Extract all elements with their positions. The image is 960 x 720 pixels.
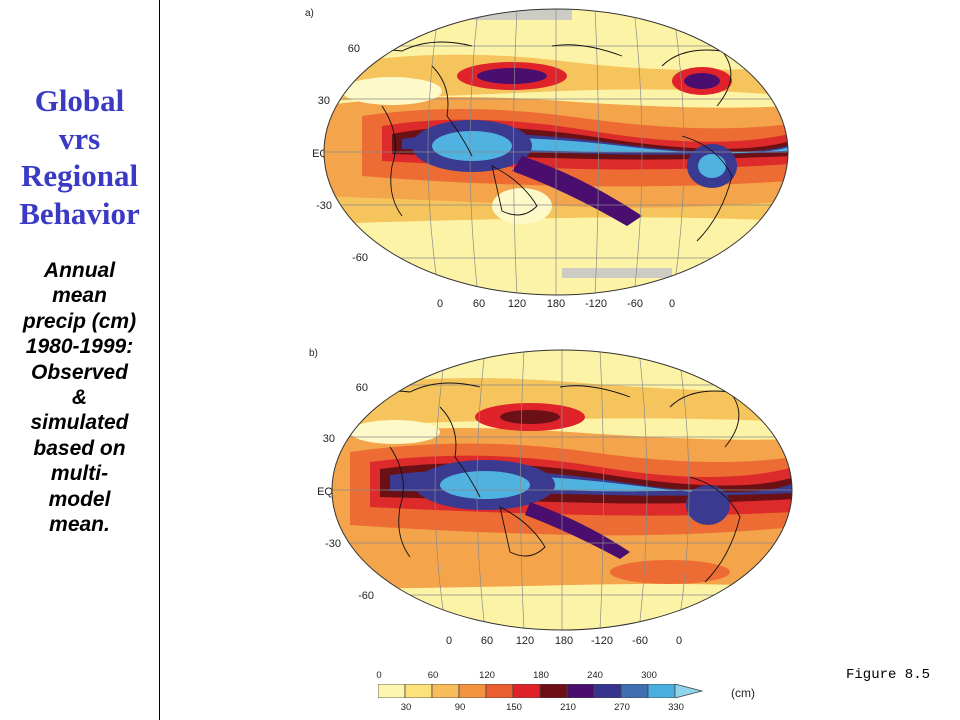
lat-label-minus30: -30 (325, 538, 341, 550)
colorbar-segment (431, 684, 460, 698)
colorbar-segment (378, 684, 406, 698)
colorbar (378, 684, 704, 698)
colorbar-tick: 90 (454, 702, 466, 713)
colorbar-tick: 30 (400, 702, 412, 713)
lon-label-0-end: 0 (675, 635, 683, 647)
lon-label-180: 180 (554, 635, 574, 647)
description-line: Observed (31, 360, 128, 384)
lon-label-minus60: -60 (632, 635, 648, 647)
lon-label-60: 60 (480, 635, 494, 647)
colorbar-segment (512, 684, 541, 698)
colorbar-segment (620, 684, 649, 698)
lat-label-minus30: -30 (316, 200, 332, 212)
colorbar-segment (539, 684, 568, 698)
colorbar-tick: 180 (533, 670, 549, 681)
lon-label-120: 120 (515, 635, 535, 647)
colorbar-unit: (cm) (731, 686, 755, 700)
lat-label-30: 30 (317, 95, 330, 107)
description-line: & (71, 386, 88, 410)
lon-label-60: 60 (472, 298, 486, 310)
lat-label-minus60: -60 (358, 590, 374, 602)
colorbar-segment (566, 684, 595, 698)
lon-label-minus120: -120 (584, 298, 608, 310)
colorbar-segment (404, 684, 433, 698)
colorbar-tick: 120 (479, 670, 495, 681)
lon-label-0-end: 0 (668, 298, 676, 310)
description-line: mean (52, 284, 107, 308)
description-line: multi- (50, 462, 109, 486)
lon-label-minus120: -120 (590, 635, 614, 647)
title-line: Regional (20, 158, 139, 193)
colorbar-segment (647, 684, 676, 698)
colorbar-tick: 150 (506, 702, 522, 713)
title-line: vrs (58, 120, 101, 156)
sidebar: Global vrs Regional Behavior Annual mean… (0, 0, 160, 720)
lat-label-60: 60 (347, 43, 360, 55)
colorbar-tick: 60 (427, 670, 439, 681)
lon-label-120: 120 (507, 298, 527, 310)
colorbar-segment (458, 684, 487, 698)
description-line: based on (33, 436, 126, 460)
slide-description: Annual mean precip (cm) 1980-1999: Obser… (0, 258, 159, 537)
colorbar-tick: 210 (560, 702, 576, 713)
description-line: precip (cm) (22, 309, 137, 333)
colorbar-segment (593, 684, 622, 698)
description-line: Annual (43, 259, 116, 282)
slide-title: Global vrs Regional Behavior (0, 82, 159, 232)
lon-label-180: 180 (546, 298, 566, 310)
colorbar-tick: 0 (376, 670, 382, 681)
colorbar-tick: 270 (614, 702, 630, 713)
lon-label-minus60: -60 (627, 298, 643, 310)
panel-b-label: b) (309, 348, 318, 359)
figure-label: Figure 8.5 (846, 667, 931, 683)
description-line: 1980-1999: (25, 335, 134, 359)
lat-label-60: 60 (355, 382, 368, 394)
colorbar-tick: 300 (641, 670, 657, 681)
simulated-precip-map (331, 349, 793, 631)
lon-label-0: 0 (436, 298, 444, 310)
title-line: Global (34, 83, 125, 118)
colorbar-segment (485, 684, 514, 698)
lat-label-eq: EQ (317, 486, 333, 498)
description-line: mean. (49, 513, 110, 537)
colorbar-tick: 330 (668, 702, 684, 713)
lat-label-minus60: -60 (352, 252, 368, 264)
colorbar-tick: 240 (587, 670, 603, 681)
description-line: simulated (30, 411, 129, 435)
description-line: model (48, 487, 111, 511)
panel-a-label: a) (305, 8, 314, 19)
lon-label-0: 0 (445, 635, 453, 647)
lat-label-30: 30 (322, 433, 335, 445)
title-line: Behavior (19, 195, 140, 231)
observed-precip-map (323, 8, 789, 296)
